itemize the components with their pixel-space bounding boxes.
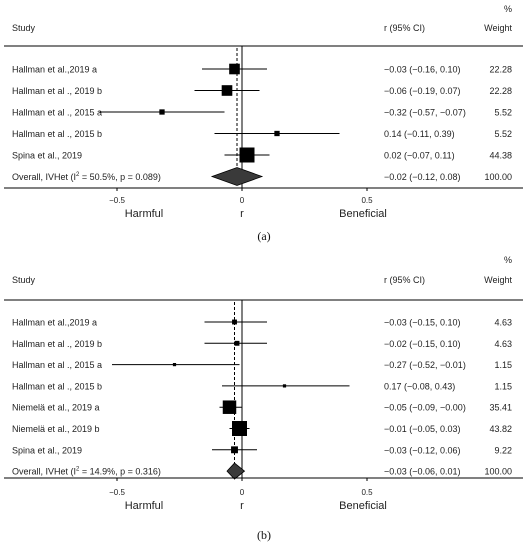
- study-weight: 4.63: [494, 339, 512, 349]
- study-label: Niemelä et al., 2019 a: [12, 403, 100, 413]
- study-point-estimate: [232, 421, 247, 436]
- overall-diamond: [210, 167, 264, 186]
- study-header: Study: [12, 23, 36, 33]
- study-weight: 1.15: [494, 381, 512, 391]
- study-label: Spina et al., 2019: [12, 151, 82, 161]
- x-axis-tick-label: 0: [240, 488, 245, 497]
- study-ci-text: −0.27 (−0.52, −0.01): [384, 360, 466, 370]
- study-ci-text: −0.05 (−0.09, −0.00): [384, 403, 466, 413]
- study-weight: 22.28: [489, 65, 512, 75]
- study-weight: 22.28: [489, 86, 512, 96]
- study-ci-text: 0.02 (−0.07, 0.11): [384, 151, 455, 161]
- study-point-estimate: [239, 147, 255, 163]
- study-ci-text: −0.32 (−0.57, −0.07): [384, 108, 466, 118]
- study-ci-text: −0.02 (−0.15, 0.10): [384, 339, 461, 349]
- x-axis-title: r: [240, 500, 244, 512]
- overall-weight: 100.00: [484, 172, 512, 182]
- study-point-estimate: [159, 109, 165, 115]
- study-weight: 43.82: [489, 424, 512, 434]
- harmful-label: Harmful: [125, 208, 164, 220]
- study-weight: 9.22: [494, 445, 512, 455]
- x-axis-tick-label: 0: [240, 196, 245, 205]
- study-header: Study: [12, 275, 36, 285]
- forest-panel-b: % Study r (95% CI) Weight Hallman et al.,201…: [4, 255, 523, 542]
- study-point-estimate: [229, 63, 240, 75]
- panel-caption: (a): [257, 229, 270, 243]
- study-point-estimate: [234, 340, 240, 346]
- study-weight: 5.52: [494, 129, 512, 139]
- study-weight: 1.15: [494, 360, 512, 370]
- study-label: Hallman et al ., 2015 a: [12, 108, 102, 118]
- study-label: Hallman et al ., 2015 b: [12, 381, 102, 391]
- study-ci-text: −0.03 (−0.16, 0.10): [384, 65, 461, 75]
- study-label: Hallman et al ., 2015 b: [12, 129, 102, 139]
- study-label: Hallman et al ., 2015 a: [12, 360, 102, 370]
- weight-percent-label: %: [504, 255, 512, 265]
- weight-header: Weight: [484, 23, 512, 33]
- overall-label: Overall, IVHet (I2 = 50.5%, p = 0.089): [12, 172, 161, 182]
- x-axis-title: r: [240, 208, 244, 220]
- study-ci-text: −0.03 (−0.12, 0.06): [384, 445, 461, 455]
- ci-header: r (95% CI): [384, 23, 425, 33]
- study-ci-text: −0.01 (−0.05, 0.03): [384, 424, 461, 434]
- study-label: Hallman et al ., 2019 b: [12, 86, 102, 96]
- forest-panel-a: % Study r (95% CI) Weight Hallman et al.,201…: [4, 4, 523, 243]
- study-point-estimate: [282, 384, 287, 388]
- weight-header: Weight: [484, 275, 512, 285]
- study-weight: 35.41: [489, 403, 512, 413]
- study-point-estimate: [172, 363, 177, 367]
- panel-caption: (b): [257, 528, 271, 542]
- study-label: Niemelä et al., 2019 b: [12, 424, 100, 434]
- study-label: Hallman et al.,2019 a: [12, 65, 97, 75]
- x-axis-tick-label: −0.5: [109, 488, 125, 497]
- study-point-estimate: [221, 85, 233, 96]
- beneficial-label: Beneficial: [339, 500, 387, 512]
- study-point-estimate: [231, 446, 238, 454]
- x-axis-tick-label: 0.5: [361, 196, 373, 205]
- overall-ci-text: −0.03 (−0.06, 0.01): [384, 467, 461, 477]
- harmful-label: Harmful: [125, 500, 164, 512]
- overall-ci-text: −0.02 (−0.12, 0.08): [384, 172, 461, 182]
- study-ci-text: −0.06 (−0.19, 0.07): [384, 86, 461, 96]
- study-label: Spina et al., 2019: [12, 445, 82, 455]
- study-ci-text: 0.17 (−0.08, 0.43): [384, 381, 455, 391]
- overall-diamond: [226, 462, 246, 480]
- x-axis-tick-label: 0.5: [361, 488, 373, 497]
- study-label: Hallman et al ., 2019 b: [12, 339, 102, 349]
- weight-percent-label: %: [504, 4, 512, 14]
- beneficial-label: Beneficial: [339, 208, 387, 220]
- study-label: Hallman et al.,2019 a: [12, 318, 97, 328]
- study-point-estimate: [222, 400, 237, 414]
- overall-label: Overall, IVHet (I2 = 14.9%, p = 0.316): [12, 467, 161, 477]
- study-weight: 44.38: [489, 151, 512, 161]
- overall-weight: 100.00: [484, 467, 512, 477]
- study-point-estimate: [232, 319, 237, 325]
- study-ci-text: −0.03 (−0.15, 0.10): [384, 318, 461, 328]
- ci-header: r (95% CI): [384, 275, 425, 285]
- study-weight: 4.63: [494, 318, 512, 328]
- x-axis-tick-label: −0.5: [109, 196, 125, 205]
- study-ci-text: 0.14 (−0.11, 0.39): [384, 129, 455, 139]
- study-point-estimate: [274, 130, 280, 137]
- study-weight: 5.52: [494, 108, 512, 118]
